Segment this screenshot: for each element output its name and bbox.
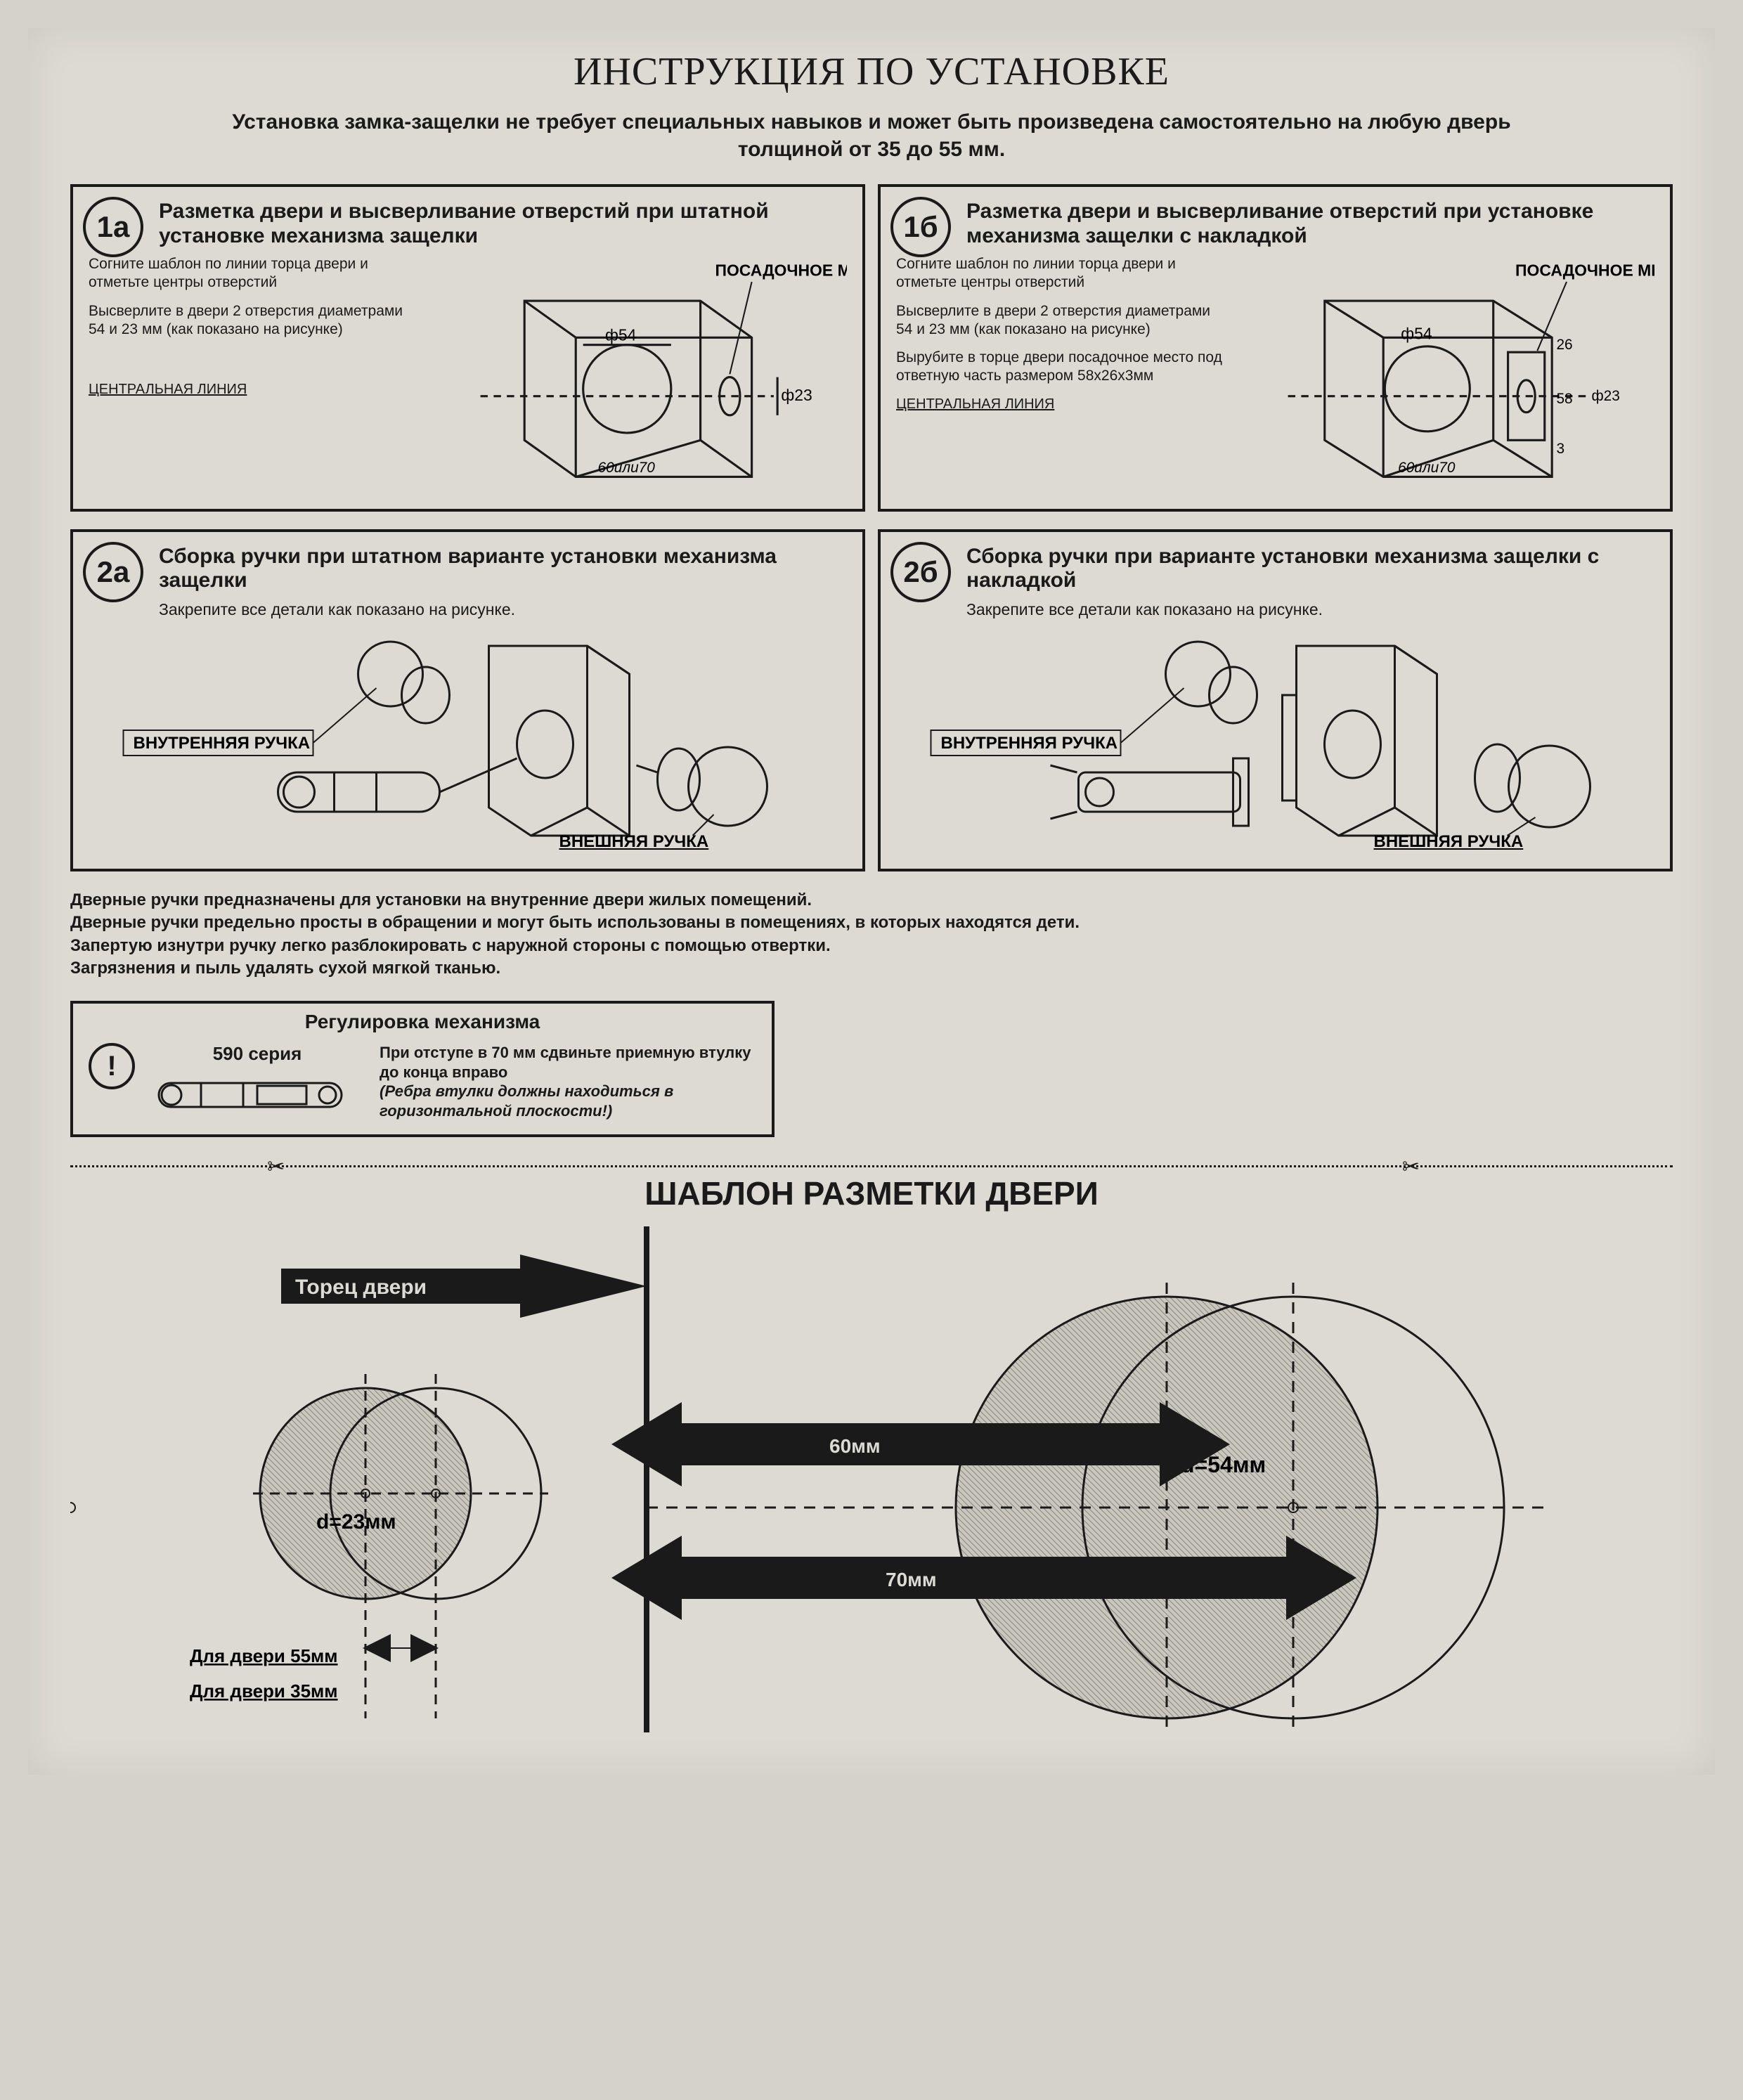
note-3: Запертую изнутри ручку легко разблокиров… [70,935,1673,957]
step-number-1a: 1а [83,197,143,257]
panel-2a-sub: Закрепите все детали как показано на рис… [159,600,847,619]
dim-54-1a: ф54 [605,325,637,344]
panel-1b-figure: ф54 ф23 26 58 3 60или70 ПОСАДОЧНОЕ МЕСТО [1244,255,1654,493]
step-number-2a: 2а [83,542,143,602]
inner-knob-label-2a: ВНУТРЕННЯЯ РУЧКА [134,734,311,753]
note-1: Дверные ручки предназначены для установк… [70,889,1673,912]
backset-1b: 60или70 [1398,460,1456,476]
panel-1b-p3: Вырубите в торце двери посадочное место … [896,349,1230,386]
edge-tag: Торец двери [281,1255,647,1318]
panel-2b-title: Сборка ручки при варианте установки меха… [966,545,1654,593]
outer-knob-label-2b: ВНЕШНЯЯ РУЧКА [1374,832,1524,850]
panel-1a-title: Разметка двери и высверливание отверстий… [159,200,847,248]
svg-text:60мм: 60мм [829,1435,881,1457]
panel-1b-p2: Высверлите в двери 2 отверстия диаметрам… [896,302,1230,339]
outer-knob-label-2a: ВНЕШНЯЯ РУЧКА [559,832,709,850]
panel-2b: 2б Сборка ручки при варианте установки м… [878,529,1673,871]
panel-2b-sub: Закрепите все детали как показано на рис… [966,600,1654,619]
page-title: ИНСТРУКЦИЯ ПО УСТАНОВКЕ [70,49,1673,94]
panel-2a-figure: ВНУТРЕННЯЯ РУЧКА ВНЕШНЯЯ РУЧКА [89,625,847,850]
svg-text:70мм: 70мм [886,1569,937,1590]
panel-2a-title: Сборка ручки при штатном варианте устано… [159,545,847,593]
panel-1b: 1б Разметка двери и высверливание отверс… [878,184,1673,512]
exclaim-icon: ! [89,1043,135,1089]
scissors-icon-left: ✂ [267,1155,285,1179]
dim-3-1b: 3 [1556,441,1564,457]
dim-26-1b: 26 [1556,337,1572,353]
latch-icon [152,1070,363,1120]
d23-label: d=23мм [316,1510,396,1534]
step-number-1b: 1б [890,197,951,257]
notes-block: Дверные ручки предназначены для установк… [70,889,1673,980]
row-1: 1а Разметка двери и высверливание отверс… [70,184,1673,512]
adjust-panel: Регулировка механизма ! 590 серия [70,1001,775,1137]
step-number-2b: 2б [890,542,951,602]
panel-2b-figure: ВНУТРЕННЯЯ РУЧКА ВНЕШНЯЯ РУЧКА [896,625,1654,850]
door35-label: Для двери 35мм [190,1680,338,1702]
panel-1a-text: Согните шаблон по линии торца двери и от… [89,255,422,493]
backset-1a: 60или70 [597,460,655,476]
scissors-icon-right: ✂ [1402,1155,1420,1179]
seat-label-1a: ПОСАДОЧНОЕ МЕСТО [715,261,847,280]
dim-23-1a: ф23 [781,386,812,404]
template-title: ШАБЛОН РАЗМЕТКИ ДВЕРИ [623,1174,1120,1212]
svg-text:Торец двери: Торец двери [295,1276,427,1299]
note-4: Загрязнения и пыль удалять сухой мягкой … [70,957,1673,980]
inner-knob-label-2b: ВНУТРЕННЯЯ РУЧКА [941,734,1118,753]
panel-1a-figure: ф54 ф23 60или70 ПОСАДОЧНОЕ МЕСТО [436,255,847,493]
page: ИНСТРУКЦИЯ ПО УСТАНОВКЕ Установка замка-… [28,28,1715,1775]
center-line-label-1a: ЦЕНТРАЛЬНАЯ ЛИНИЯ [89,381,422,398]
panel-1b-title: Разметка двери и высверливание отверстий… [966,200,1654,248]
panel-1b-text: Согните шаблон по линии торца двери и от… [896,255,1230,493]
note-2: Дверные ручки предельно просты в обращен… [70,912,1673,934]
panel-2a: 2а Сборка ручки при штатном варианте уст… [70,529,865,871]
adjust-title: Регулировка механизма [73,1011,772,1033]
intro-text: Установка замка-защелки не требует специ… [204,108,1539,163]
adjust-text: При отступе в 70 мм сдвиньте приемную вт… [380,1043,756,1123]
panel-1a: 1а Разметка двери и высверливание отверс… [70,184,865,512]
center-line-label-1b: ЦЕНТРАЛЬНАЯ ЛИНИЯ [896,396,1230,413]
dim-54-1b: ф54 [1401,324,1432,342]
adjust-series-block: 590 серия [152,1043,363,1123]
door55-label: Для двери 55мм [190,1645,338,1666]
dim-58-1b: 58 [1556,391,1572,407]
series-label: 590 серия [152,1043,363,1065]
panel-1a-p1: Согните шаблон по линии торца двери и от… [89,255,422,292]
panel-1b-p1: Согните шаблон по линии торца двери и от… [896,255,1230,292]
panel-1a-p2: Высверлите в двери 2 отверстия диаметрам… [89,302,422,339]
adjust-text-1: При отступе в 70 мм сдвиньте приемную вт… [380,1043,756,1082]
dim-23-1b: ф23 [1591,388,1619,404]
seat-label-1b: ПОСАДОЧНОЕ МЕСТО [1515,261,1654,280]
row-2: 2а Сборка ручки при штатном варианте уст… [70,529,1673,871]
template-area: Торец двери d=23мм Для двери 55мм [70,1226,1673,1732]
adjust-text-2: (Ребра втулки должны находиться в горизо… [380,1082,756,1120]
